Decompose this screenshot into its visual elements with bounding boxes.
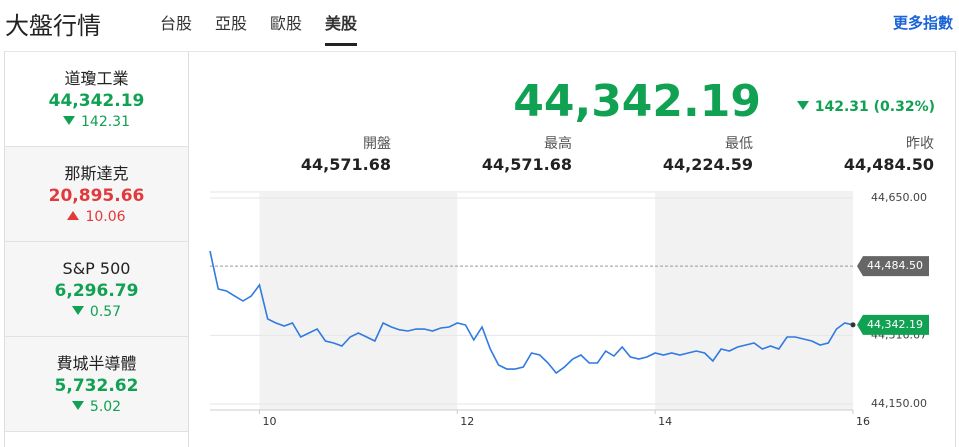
index-name: 那斯達克 [64,164,129,183]
stat-label: 最高 [544,136,572,152]
y-tick-label: 44,650.00 [871,191,927,204]
index-change: 142.31 [5,112,188,132]
index-name: 費城半導體 [56,354,137,373]
index-name: 道瓊工業 [64,69,129,88]
index-value: 44,342.19 [48,91,145,111]
index-change: 5.02 [5,397,188,417]
change-arrow [796,101,809,110]
index-change: 0.57 [5,302,188,322]
session-band [655,192,853,410]
stat-value: 44,571.68 [481,155,572,174]
x-tick-label: 16 [856,415,870,428]
index-item[interactable]: 那斯達克 20,895.66 10.06 [5,147,188,242]
quote-value: 44,342.19 [513,76,761,127]
index-item[interactable]: 費城半導體 5,732.62 5.02 [5,337,188,432]
stat-label: 開盤 [363,136,391,152]
page-title: 大盤行情 [5,12,101,40]
index-change-text: 5.02 [89,399,122,415]
price-line [209,250,854,375]
quote-change: 142.31 (0.32%) [796,99,935,115]
stat-value: 44,571.68 [300,155,391,174]
tab[interactable]: 歐股 [270,14,303,33]
change-arrow [63,116,75,125]
x-tick-label: 14 [658,415,672,428]
x-tick-label: 12 [460,415,474,428]
change-arrow [71,401,84,410]
stat-label: 昨收 [906,136,934,152]
last-label: 44,342.19 [867,318,923,331]
stat: 昨收 44,484.50 [764,134,934,176]
index-item[interactable]: 道瓊工業 44,342.19 142.31 [5,52,188,147]
last-point [850,322,856,328]
more-link[interactable]: 更多指數 [892,14,953,32]
panel: 道瓊工業 44,342.19 142.31 那斯達克 20,895.66 10.06 S&P… [4,51,956,447]
index-item[interactable]: S&P 500 6,296.79 0.57 [5,242,188,337]
change-arrow [71,306,84,315]
index-value: 6,296.79 [54,281,139,301]
tab[interactable]: 美股 [325,10,358,46]
index-value: 5,732.62 [54,376,139,396]
stat-value: 44,224.59 [662,155,753,174]
stat-label: 最低 [725,136,753,152]
tab[interactable]: 台股 [160,14,193,33]
tab[interactable]: 亞股 [215,14,248,33]
y-tick-label: 44,150.00 [871,397,927,410]
stat: 最低 44,224.59 [583,134,753,176]
index-value: 20,895.66 [48,186,145,206]
index-change-text: 0.57 [89,304,122,320]
label-box [857,256,929,277]
x-tick-label: 10 [262,415,276,428]
session-band [259,192,458,410]
reference-label: 44,484.50 [867,259,923,272]
stat: 開盤 44,571.68 [221,134,391,176]
index-list: 道瓊工業 44,342.19 142.31 那斯達克 20,895.66 10.06 S&P… [5,52,189,447]
stat-value: 44,484.50 [843,155,934,174]
index-change: 10.06 [5,207,188,227]
index-name: S&P 500 [62,259,131,278]
change-arrow [67,211,80,220]
index-change-text: 10.06 [85,209,126,225]
label-box [857,314,929,335]
stat: 最高 44,571.68 [402,134,572,176]
tabs: 台股 亞股 歐股 美股 [160,10,358,46]
quote-change-text: 142.31 (0.32%) [814,99,935,115]
index-change-text: 142.31 [81,114,130,130]
